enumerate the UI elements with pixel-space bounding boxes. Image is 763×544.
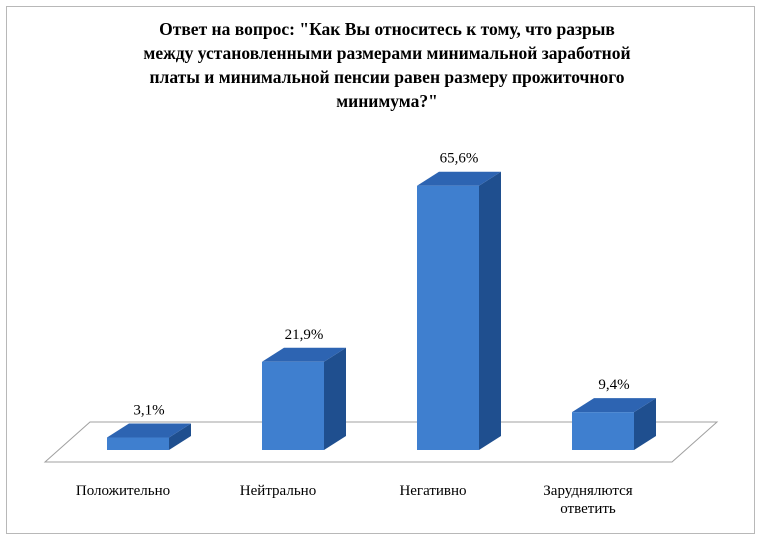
category-label-2: Негативно <box>399 483 466 499</box>
bar-1 <box>262 361 324 450</box>
bar-side-3 <box>634 398 656 450</box>
bar-top-1 <box>262 347 346 362</box>
chart-title: Ответ на вопрос: "Как Вы относитесь к то… <box>143 19 631 111</box>
data-label-0: 3,1% <box>133 403 164 419</box>
bar-side-2 <box>479 171 501 450</box>
bar-top-2 <box>417 171 501 186</box>
chart-floor <box>43 421 719 463</box>
bar-top-0 <box>107 423 191 438</box>
data-label-1: 21,9% <box>285 327 324 343</box>
bar-3 <box>572 412 634 450</box>
bar-side-0 <box>169 423 191 450</box>
bar-0 <box>107 437 169 450</box>
category-label-0: Положительно <box>76 483 170 499</box>
bar-side-1 <box>324 347 346 450</box>
bar-2 <box>417 185 479 450</box>
category-label-3-line-1: ответить <box>560 501 616 517</box>
category-label-3-line-0: Заруднялются <box>543 483 632 499</box>
category-label-1: Нейтрально <box>240 483 316 499</box>
data-label-2: 65,6% <box>440 151 479 167</box>
bar-top-3 <box>572 398 656 413</box>
data-label-3: 9,4% <box>598 377 629 393</box>
